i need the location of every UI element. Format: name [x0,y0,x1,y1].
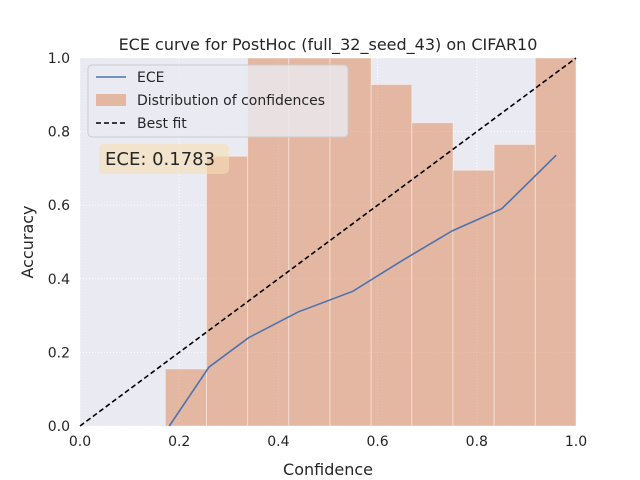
series-lines [79,57,577,427]
histogram-bar [534,57,577,427]
best-fit-line [79,57,577,427]
y-tick-label: 0.6 [48,198,70,214]
x-tick-label: 0.2 [168,434,190,450]
histogram-bar [452,169,495,427]
histogram-bar [164,368,207,427]
x-tick-label: 1.0 [565,434,587,450]
x-axis-title: Confidence [283,460,373,479]
y-tick-label: 1.0 [48,51,70,67]
legend: ECE Distribution of confidences Best fit [87,64,349,138]
y-tick-label: 0.4 [48,272,70,288]
y-axis-title: Accuracy [18,205,37,278]
y-tick-label: 0.0 [48,419,70,435]
y-axis-ticks: 0.0 0.2 0.4 0.6 0.8 1.0 [48,51,70,435]
legend-box [87,64,349,138]
histogram-bar [370,83,413,427]
ece-annotation: ECE: 0.1783 [99,144,229,174]
x-tick-label: 0.4 [267,434,289,450]
legend-ece-label: ECE [137,70,164,86]
histogram-bar [205,155,249,427]
y-tick-label: 0.8 [48,125,70,141]
histogram-bar [411,122,454,427]
x-tick-label: 0.6 [366,434,388,450]
chart-title: ECE curve for PostHoc (full_32_seed_43) … [119,35,538,55]
y-tick-label: 0.2 [48,345,70,361]
legend-histogram-swatch [96,94,126,106]
legend-best-fit-label: Best fit [137,116,187,132]
x-tick-label: 0.0 [69,434,91,450]
x-axis-ticks: 0.0 0.2 0.4 0.6 0.8 1.0 [69,434,587,450]
histogram-bar [493,143,536,427]
ece-line [168,154,557,427]
ece-annotation-box [99,144,229,174]
legend-histogram-label: Distribution of confidences [137,93,325,109]
x-tick-label: 0.8 [466,434,488,450]
ece-annotation-text: ECE: 0.1783 [105,149,215,170]
